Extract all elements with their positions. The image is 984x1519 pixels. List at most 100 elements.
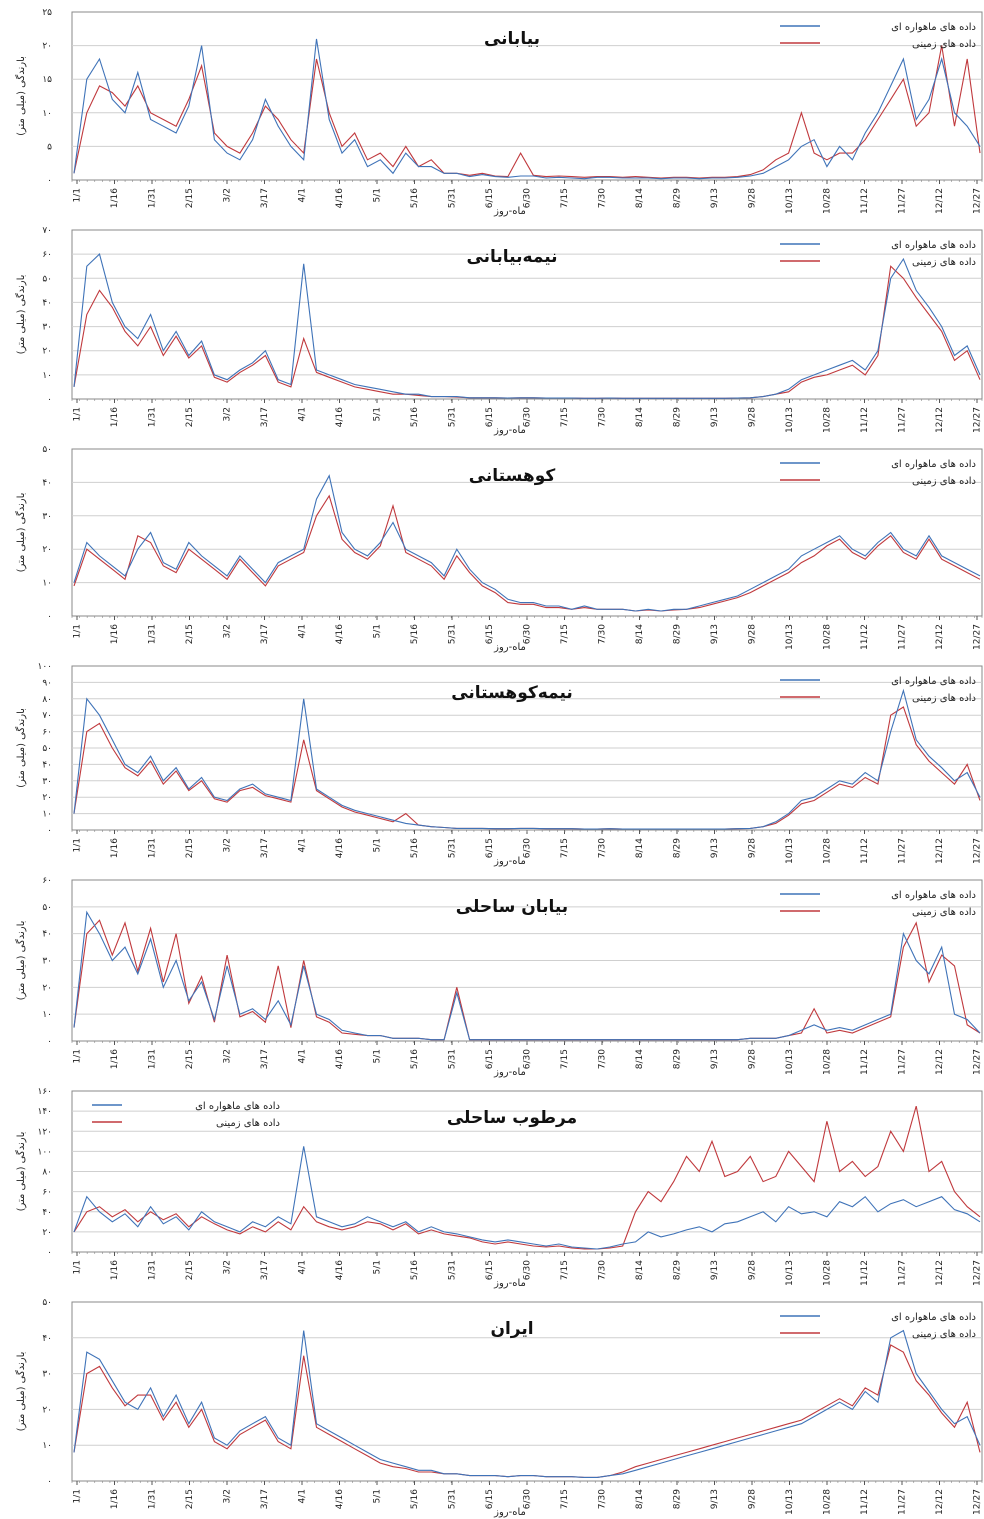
y-tick-label: ۰ (47, 612, 52, 622)
y-tick-label: ۱۰۰ (37, 662, 52, 672)
x-tick-label: 5/16 (410, 624, 420, 644)
x-tick-label: 5/31 (448, 407, 458, 427)
y-tick-label: ۰ (47, 176, 52, 186)
y-tick-label: ۱۰ (42, 1441, 52, 1451)
x-tick-label: 10/28 (823, 1489, 833, 1515)
x-tick-label: 3/2 (223, 838, 233, 852)
x-tick-label: 6/15 (485, 407, 495, 427)
x-tick-label: 1/16 (110, 1489, 120, 1509)
x-tick-label: 8/29 (673, 1260, 683, 1280)
y-axis-label: بارندگی (میلی متر) (15, 708, 27, 788)
x-tick-label: 6/30 (523, 188, 533, 208)
y-tick-label: ۳۰ (42, 957, 52, 967)
x-tick-label: 11/27 (898, 407, 908, 433)
y-tick-label: ۱۰ (42, 109, 52, 119)
x-tick-label: 4/1 (298, 1049, 308, 1063)
x-tick-label: 12/27 (973, 838, 983, 864)
legend-label: داده های زمینی (912, 257, 976, 268)
chart-title: بیابانی (484, 29, 540, 49)
x-tick-label: 8/29 (673, 838, 683, 858)
y-tick-label: ۱۰ (42, 1010, 52, 1020)
y-tick-label: ۱۰ (42, 371, 52, 381)
x-tick-label: 4/1 (298, 1489, 308, 1503)
x-tick-label: 3/17 (260, 188, 270, 208)
x-tick-label: 10/13 (785, 1489, 795, 1515)
x-tick-label: 1/1 (73, 188, 83, 202)
series-line-satellite (73, 253, 981, 399)
chart-title: کوهستانی (469, 466, 556, 486)
legend-label: داده های ماهواره ای (891, 676, 976, 687)
x-tick-label: 5/1 (373, 1049, 383, 1063)
x-tick-label: 9/13 (710, 1489, 720, 1509)
x-tick-label: 2/15 (185, 1049, 195, 1069)
legend-label: داده های ماهواره ای (891, 22, 976, 33)
x-tick-label: 5/1 (373, 838, 383, 852)
x-tick-label: 9/28 (748, 1489, 758, 1509)
x-tick-label: 10/28 (823, 624, 833, 650)
x-tick-label: 3/17 (260, 838, 270, 858)
x-tick-label: 5/31 (448, 1489, 458, 1509)
x-tick-label: 9/13 (710, 1049, 720, 1069)
series-line-ground (73, 45, 981, 179)
x-tick-label: 9/28 (748, 624, 758, 644)
y-tick-label: ۶۰ (42, 876, 52, 886)
x-tick-label: 10/13 (785, 407, 795, 433)
x-tick-label: 6/15 (485, 1049, 495, 1069)
y-tick-label: ۵۰ (42, 1298, 52, 1308)
x-tick-label: 9/28 (748, 838, 758, 858)
x-tick-label: 11/27 (898, 624, 908, 650)
chart-panel: ۰ ۱۰ ۲۰ ۳۰ ۴۰ ۵۰ ۶۰ ۷۰ ۸۰ ۹۰ ۱۰۰ 1/1 1/16 1/31 2/15 3/2… (15, 662, 983, 867)
x-axis-label: ماه-روز (493, 642, 526, 653)
y-tick-label: ۳۰ (42, 1370, 52, 1380)
x-tick-label: 4/16 (335, 407, 345, 427)
y-tick-label: ۵ (47, 142, 52, 152)
x-tick-label: 12/12 (935, 624, 945, 650)
x-tick-label: 10/28 (823, 1260, 833, 1286)
x-tick-label: 12/12 (935, 1049, 945, 1075)
y-tick-label: ۵۰ (42, 903, 52, 913)
x-axis-label: ماه-روز (493, 425, 526, 436)
x-tick-label: 1/31 (148, 624, 158, 644)
x-tick-label: 9/28 (748, 1049, 758, 1069)
x-tick-label: 9/28 (748, 407, 758, 427)
x-tick-label: 1/1 (73, 1049, 83, 1063)
x-tick-label: 8/14 (635, 1260, 645, 1280)
x-tick-label: 6/30 (523, 624, 533, 644)
x-tick-label: 5/1 (373, 188, 383, 202)
chart-title: ایران (490, 1319, 533, 1339)
x-tick-label: 5/16 (410, 1260, 420, 1280)
x-tick-label: 3/17 (260, 407, 270, 427)
x-tick-label: 7/30 (598, 838, 608, 858)
y-tick-label: ۲۰ (42, 983, 52, 993)
y-tick-label: ۱۰ (42, 810, 52, 820)
x-tick-label: 12/12 (935, 838, 945, 864)
legend-label: داده های ماهواره ای (891, 240, 976, 251)
plot-area (71, 229, 983, 400)
series-line-satellite (73, 1146, 981, 1250)
legend-label: داده های ماهواره ای (195, 1101, 280, 1112)
legend-label: داده های زمینی (912, 1329, 976, 1340)
x-tick-label: 12/27 (973, 1260, 983, 1286)
x-tick-label: 10/13 (785, 1049, 795, 1075)
x-tick-label: 8/29 (673, 624, 683, 644)
x-tick-label: 5/16 (410, 1489, 420, 1509)
y-tick-label: ۰ (47, 395, 52, 405)
y-tick-label: ۱۰ (42, 579, 52, 589)
x-tick-label: 11/12 (860, 188, 870, 214)
x-tick-label: 5/1 (373, 624, 383, 638)
x-tick-label: 4/16 (335, 624, 345, 644)
x-tick-label: 1/31 (148, 1260, 158, 1280)
x-tick-label: 3/2 (223, 624, 233, 638)
x-tick-label: 8/14 (635, 1049, 645, 1069)
series-line-ground (73, 494, 981, 612)
y-tick-label: ۱۶۰ (37, 1087, 52, 1097)
legend-label: داده های ماهواره ای (891, 459, 976, 470)
x-tick-label: 8/29 (673, 188, 683, 208)
x-tick-label: 1/1 (73, 838, 83, 852)
x-axis-label: ماه-روز (493, 1067, 526, 1078)
y-tick-label: ۷۰ (42, 711, 52, 721)
x-tick-label: 4/1 (298, 407, 308, 421)
legend-label: داده های ماهواره ای (891, 1312, 976, 1323)
y-tick-label: ۲۰ (42, 545, 52, 555)
